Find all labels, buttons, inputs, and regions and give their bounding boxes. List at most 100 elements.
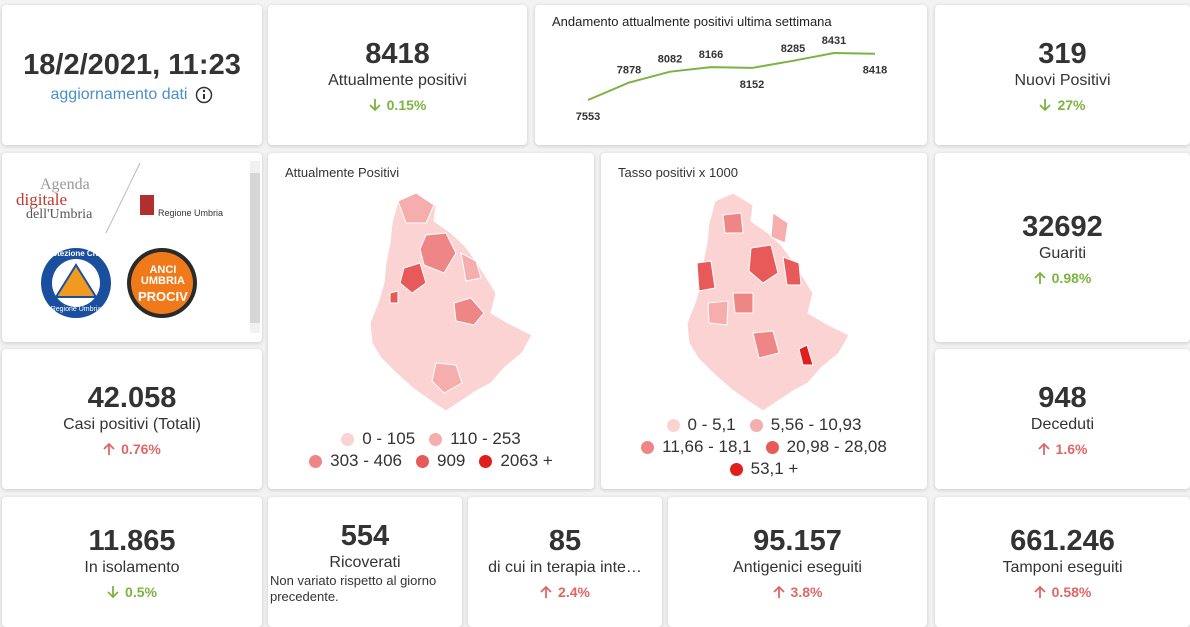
sparkline-chart: Andamento attualmente positivi ultima se… [552, 14, 887, 123]
arrow-path [772, 585, 785, 598]
stat-card: 319 Nuovi Positivi 27% [935, 5, 1190, 145]
data-label: 7878 [617, 65, 641, 77]
map-title: Attualmente Positivi [285, 165, 400, 180]
stat-label: Ricoverati [329, 554, 401, 571]
map-title: Tasso positivi x 1000 [618, 165, 738, 180]
update-link[interactable]: aggiornamento dati [50, 86, 188, 103]
arrow-path [369, 99, 381, 112]
info-icon[interactable] [195, 86, 213, 104]
map-area [707, 300, 729, 326]
stat-value: 32692 [1022, 210, 1103, 243]
map-area [770, 212, 789, 244]
map-area [460, 252, 482, 282]
legend-swatch [309, 454, 323, 468]
legend-label: 909 [436, 451, 466, 470]
data-label: 7553 [576, 111, 600, 123]
scrollbar-thumb[interactable] [250, 173, 260, 323]
choropleth-map [686, 192, 850, 412]
legend-label: 110 - 253 [450, 429, 521, 448]
legend-label: 0 - 105 [362, 429, 416, 448]
legend-swatch [765, 440, 779, 454]
map-area [782, 256, 802, 286]
stat-value: 554 [340, 520, 390, 552]
stat-label: Deceduti [1030, 416, 1095, 433]
sparkline-card: Andamento attualmente positivi ultima se… [535, 5, 927, 145]
stat-value: 95.157 [753, 525, 842, 557]
legend-item: 303 - 406 [309, 451, 402, 471]
stat-change: 3.8% [772, 584, 823, 600]
legend-item: 53,1 + [729, 459, 799, 479]
trend-arrow [1037, 442, 1050, 455]
legend-label: 53,1 + [750, 459, 799, 478]
legend-swatch [641, 440, 655, 454]
logo-text: Agenda [40, 176, 90, 193]
trend-arrow [103, 442, 115, 455]
protezione-logo [41, 248, 111, 318]
stat-card: 32692 Guariti 0.98% [935, 153, 1190, 342]
arrow-path [1039, 99, 1052, 112]
legend-label: 303 - 406 [330, 451, 402, 470]
stat-value: 42.058 [87, 382, 177, 414]
map-area [453, 297, 485, 326]
stat-value: 8418 [365, 38, 430, 70]
arrow-path [1037, 442, 1050, 455]
logos-card: Agenda digitale dell'Umbria Regione Umbr… [2, 153, 262, 342]
stat-card: 11.865 In isolamento 0.5% [2, 497, 262, 627]
arrow-path [1034, 585, 1046, 598]
legend-item: 909 [415, 451, 466, 471]
change-value: 27% [1057, 97, 1086, 113]
stat-change: 0.15% [369, 97, 426, 113]
stat-card: 661.246 Tamponi eseguiti 0.58% [935, 497, 1190, 627]
update-row[interactable]: aggiornamento dati [2, 86, 262, 104]
map-card: Attualmente Positivi 0 - 105 110 - 253 303 … [268, 153, 594, 489]
legend-label: 20,98 - 28,08 [786, 437, 887, 456]
legend-swatch [729, 462, 743, 476]
stat-value: 11.865 [88, 525, 176, 557]
map-area [798, 344, 814, 366]
legend-label: 2063 + [500, 451, 553, 470]
stat-label: Nuovi Positivi [1014, 72, 1111, 89]
map-area [748, 244, 779, 284]
stat-card: 8418 Attualmente positivi 0.15% [268, 5, 527, 145]
trend-arrow [107, 586, 119, 599]
map-area [419, 232, 457, 274]
change-value: 0.98% [1051, 269, 1092, 286]
logo-text: Regione Umbria [50, 306, 102, 313]
logo-text: Protezione Civile [43, 249, 109, 258]
data-label: 8431 [822, 35, 846, 47]
logo-text: dell'Umbria [26, 207, 93, 222]
legend-swatch [479, 454, 493, 468]
update-card: 18/2/2021, 11:23 aggiornamento dati [2, 5, 262, 145]
data-label: 8166 [699, 49, 723, 61]
map-area [696, 260, 716, 292]
change-value: 1.6% [1055, 441, 1088, 457]
legend-item: 11,66 - 18,1 [641, 437, 752, 457]
map-area [732, 292, 754, 314]
stat-card: 948 Deceduti 1.6% [935, 349, 1190, 489]
change-value: 2.4% [558, 584, 590, 600]
stat-label: Guariti [1038, 244, 1087, 262]
logo-text: PROCIV [138, 289, 188, 304]
legend-label: 0 - 5,1 [687, 415, 736, 434]
trend-arrow [1034, 585, 1046, 598]
stat-card: 554 Ricoverati Non variato rispetto al gio… [268, 497, 462, 627]
stat-label: In isolamento [84, 559, 180, 576]
scrollbar[interactable] [250, 161, 260, 333]
stat-card: 95.157 Antigenici eseguiti 3.8% [668, 497, 927, 627]
arrow-path [1034, 271, 1046, 284]
stat-label: Attualmente positivi [328, 72, 467, 89]
map-area [397, 192, 435, 224]
legend-label: 5,56 - 10,93 [770, 415, 862, 434]
stat-card: 42.058 Casi positivi (Totali) 0.76% [2, 349, 262, 489]
legend-item: 20,98 - 28,08 [765, 437, 887, 457]
map-legend: 0 - 105 110 - 253 303 - 406 909 2063 + [268, 429, 594, 471]
map-area [722, 212, 744, 234]
map-area [389, 290, 399, 304]
stat-change: 0.98% [1034, 269, 1092, 286]
anci-text: ANCI UMBRIA PROCIV [138, 265, 188, 304]
stat-value: 661.246 [1010, 525, 1115, 557]
stat-change: 1.6% [1037, 441, 1088, 457]
trend-arrow [540, 585, 552, 598]
map-area [431, 362, 463, 394]
change-value: 3.8% [790, 584, 823, 600]
